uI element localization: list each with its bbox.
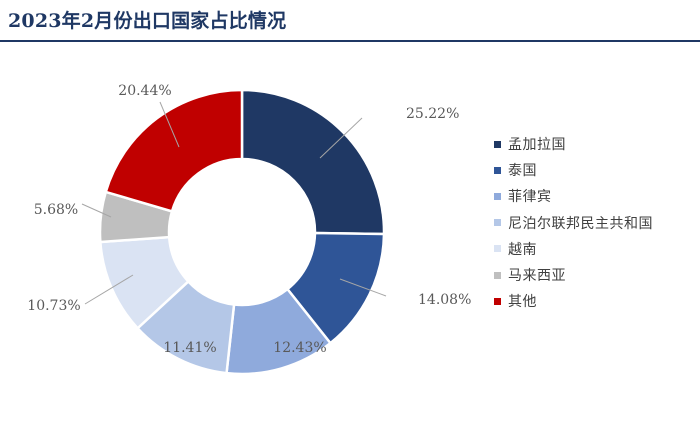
legend-item-3: 菲律宾: [494, 183, 694, 209]
legend-label: 其他: [508, 294, 537, 311]
legend-item-2: 泰国: [494, 157, 694, 183]
legend-label: 尼泊尔联邦民主共和国: [508, 215, 653, 232]
title-divider: [0, 40, 700, 42]
legend-label: 菲律宾: [508, 189, 552, 206]
legend-label: 孟加拉国: [508, 137, 566, 154]
legend-swatch: [494, 219, 501, 227]
leader-line-6: [81, 203, 112, 218]
leader-line-1: [319, 117, 363, 159]
legend-item-5: 越南: [494, 236, 694, 262]
leader-line-group: [81, 101, 387, 305]
leader-line-7: [159, 101, 180, 148]
legend-label: 越南: [508, 241, 537, 258]
data-label-3: 12.43%: [273, 340, 326, 356]
data-label-group: 25.22% 14.08% 12.43% 11.41% 10.73% 5.68% 20.44…: [27, 83, 471, 356]
data-label-5: 10.73%: [27, 298, 80, 314]
slice-group: [98, 88, 386, 376]
legend-swatch: [494, 245, 501, 253]
legend: 孟加拉国泰国菲律宾尼泊尔联邦民主共和国 越南马来西亚其他: [494, 131, 694, 314]
data-label-2: 14.08%: [418, 292, 471, 308]
legend-swatch: [494, 166, 501, 174]
legend-label: 泰国: [508, 163, 537, 180]
legend-swatch: [494, 297, 501, 305]
chart-title: 2023年2月份出口国家占比情况: [8, 10, 287, 32]
legend-swatch: [494, 140, 501, 148]
donut-slice-7: [104, 88, 244, 213]
data-label-1: 25.22%: [406, 106, 459, 122]
leader-line-2: [339, 278, 387, 297]
data-label-6: 5.68%: [34, 202, 78, 218]
legend-swatch: [494, 271, 501, 279]
legend-item-6: 马来西亚: [494, 262, 694, 288]
legend-item-4: 尼泊尔联邦民主共和国: [494, 210, 694, 236]
data-label-4: 11.41%: [163, 340, 216, 356]
leader-line-5: [84, 274, 134, 305]
data-label-7: 20.44%: [118, 83, 171, 99]
legend-label: 马来西亚: [508, 268, 566, 285]
legend-swatch: [494, 192, 501, 200]
legend-item-1: 孟加拉国: [494, 131, 694, 157]
donut-slice-1: [240, 88, 386, 236]
legend-item-7: 其他: [494, 288, 694, 314]
